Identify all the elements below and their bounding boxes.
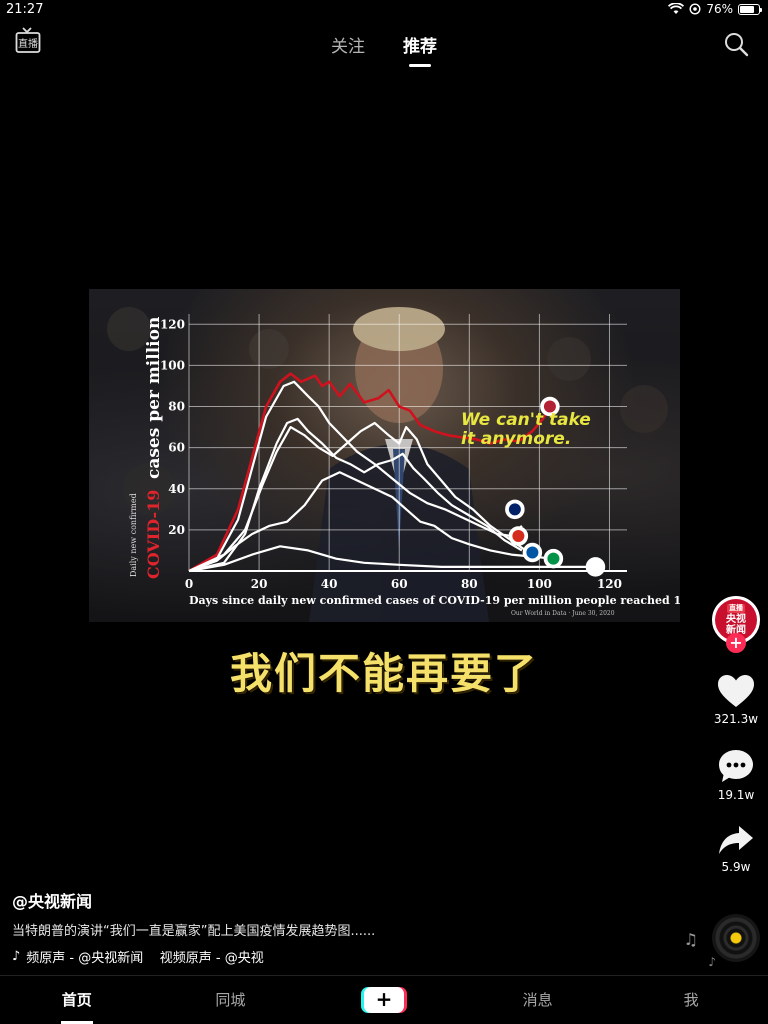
top-tabs: 关注 推荐 bbox=[0, 32, 768, 67]
france-flag-mark bbox=[526, 546, 539, 559]
share-arrow-icon bbox=[719, 826, 753, 854]
chart-source: Our World in Data · June 30, 2020 bbox=[511, 610, 615, 617]
series-line-2 bbox=[188, 417, 523, 573]
action-rail: 直播 央视 新闻 + 321.3w 19.1w 5.9w bbox=[710, 596, 762, 874]
battery-percent: 76% bbox=[706, 2, 733, 16]
douyin-logo-icon: ♪ bbox=[12, 949, 21, 964]
nav-messages[interactable]: 消息 bbox=[522, 990, 553, 1009]
overlay-quote-line-1: We can't take bbox=[461, 410, 591, 430]
status-indicators: 76% bbox=[668, 2, 762, 16]
uk-flag-mark bbox=[508, 503, 521, 516]
music-title[interactable]: 频原声 - @央视新闻 视频原声 - @央视 bbox=[26, 951, 264, 966]
series-line-0 bbox=[188, 372, 558, 573]
y-axis-label-small: Daily new confirmed bbox=[129, 493, 138, 577]
us-flag-mark bbox=[543, 400, 556, 413]
y-tick-label: 80 bbox=[168, 400, 185, 414]
video-caption: @央视新闻 当特朗普的演讲“我们一直是赢家”配上美国疫情发展趋势图...... … bbox=[12, 888, 662, 966]
like-count: 321.3w bbox=[713, 712, 759, 726]
battery-icon bbox=[738, 3, 762, 15]
video-subtitle: 我们不能再要了 bbox=[229, 649, 538, 698]
wifi-icon bbox=[668, 3, 685, 15]
nav-home[interactable]: 首页 bbox=[0, 976, 154, 1024]
top-bar: 直播 关注 推荐 bbox=[0, 24, 768, 67]
share-count: 5.9w bbox=[721, 860, 751, 874]
x-tick-label: 60 bbox=[391, 577, 408, 591]
status-bar: 21:27 76% bbox=[0, 0, 768, 20]
avatar-live-badge: 直播 bbox=[727, 604, 745, 613]
heart-icon bbox=[718, 675, 754, 707]
create-button[interactable]: + bbox=[363, 987, 404, 1013]
author-avatar[interactable]: 直播 央视 新闻 + bbox=[712, 596, 760, 653]
nav-create[interactable]: + bbox=[307, 976, 461, 1024]
status-time: 21:27 bbox=[6, 2, 44, 17]
svg-text:直播: 直播 bbox=[18, 37, 38, 50]
tab-recommended[interactable]: 推荐 bbox=[403, 32, 437, 67]
x-tick-label: 100 bbox=[527, 577, 552, 591]
share-button[interactable]: 5.9w bbox=[710, 824, 762, 874]
x-tick-label: 20 bbox=[251, 577, 268, 591]
music-disc-icon[interactable] bbox=[712, 914, 760, 962]
bottom-nav: 首页 同城 + 消息 我 bbox=[0, 975, 768, 1024]
series-line-1 bbox=[188, 380, 523, 573]
italy-flag-mark bbox=[547, 552, 560, 565]
video-player[interactable]: 0 20 40 60 80 100 120 20 40 60 80 100 120 We can't t… bbox=[89, 289, 680, 622]
avatar-line-2: 新闻 bbox=[726, 625, 746, 636]
x-axis-label: Days since daily new confirmed cases of … bbox=[189, 594, 680, 607]
avatar-line-1: 央视 bbox=[726, 614, 746, 625]
series-line-4 bbox=[188, 471, 554, 573]
series-line-3 bbox=[188, 421, 530, 572]
search-icon[interactable] bbox=[722, 30, 750, 58]
comment-icon bbox=[719, 750, 753, 782]
x-tick-label: 120 bbox=[597, 577, 622, 591]
x-tick-label: 0 bbox=[185, 577, 193, 591]
y-axis-label-main: cases per million bbox=[144, 317, 164, 479]
overlay-quote-line-2: it anymore. bbox=[461, 429, 571, 449]
comment-count: 19.1w bbox=[717, 788, 755, 802]
video-description[interactable]: 当特朗普的演讲“我们一直是赢家”配上美国疫情发展趋势图...... bbox=[12, 924, 376, 939]
battery-level bbox=[740, 5, 754, 13]
y-tick-label: 120 bbox=[160, 317, 185, 331]
tab-following[interactable]: 关注 bbox=[331, 37, 365, 57]
live-tv-icon[interactable]: 直播 bbox=[14, 26, 42, 56]
y-tick-label: 100 bbox=[160, 358, 185, 372]
author-name[interactable]: @央视新闻 bbox=[12, 892, 93, 911]
y-axis-label-red: COVID-19 bbox=[144, 490, 163, 579]
music-note-icon: ♫ bbox=[683, 930, 698, 949]
music-note-small-icon: ♪ bbox=[708, 955, 716, 969]
x-tick-label: 80 bbox=[461, 577, 478, 591]
music-line[interactable]: ♪ 频原声 - @央视新闻 视频原声 - @央视 bbox=[12, 947, 662, 966]
comment-button[interactable]: 19.1w bbox=[710, 748, 762, 802]
y-tick-label: 40 bbox=[168, 482, 185, 496]
canada-flag-mark bbox=[512, 530, 525, 543]
y-tick-label: 60 bbox=[168, 441, 185, 455]
nav-me[interactable]: 我 bbox=[683, 990, 699, 1009]
follow-button[interactable]: + bbox=[726, 633, 746, 653]
location-lock-icon bbox=[689, 3, 701, 15]
korea-flag-mark bbox=[589, 560, 602, 573]
x-tick-label: 40 bbox=[321, 577, 338, 591]
like-button[interactable]: 321.3w bbox=[710, 674, 762, 726]
covid-chart: 0 20 40 60 80 100 120 20 40 60 80 100 120 We can't t… bbox=[107, 307, 680, 622]
series-line-5 bbox=[188, 545, 596, 573]
nav-nearby[interactable]: 同城 bbox=[215, 990, 246, 1009]
y-tick-label: 20 bbox=[168, 523, 185, 537]
